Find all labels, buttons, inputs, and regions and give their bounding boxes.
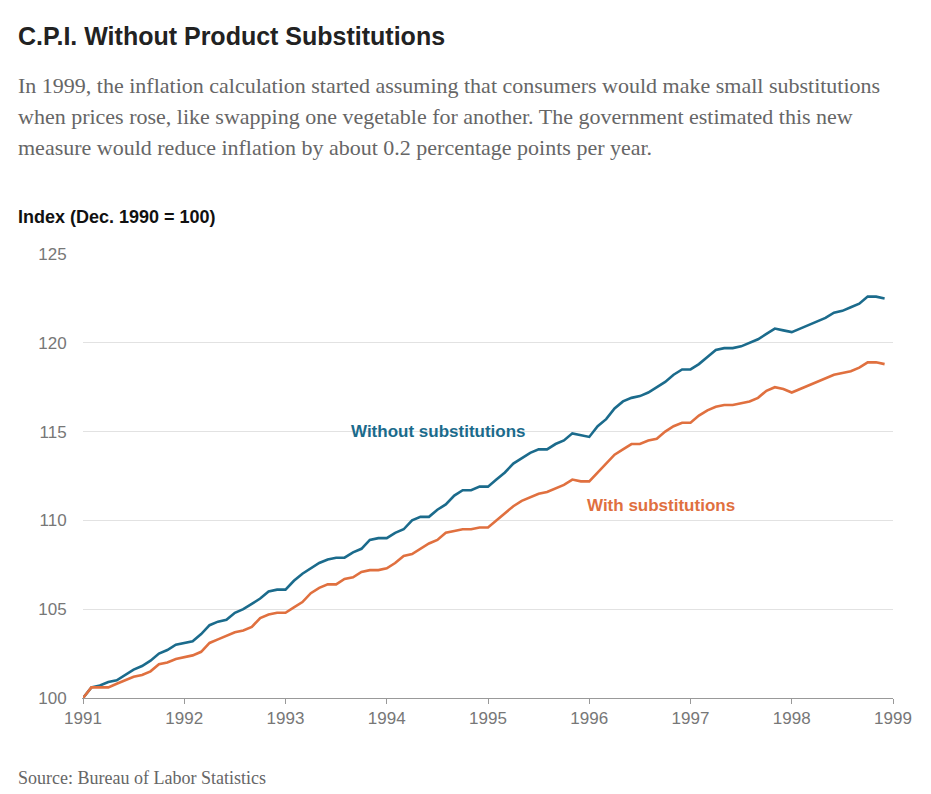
svg-text:Without substitutions: Without substitutions — [351, 422, 526, 441]
svg-text:1995: 1995 — [469, 709, 507, 728]
html-text:In 1999, the inflation calcula: In 1999, the inflation calculation start… — [18, 73, 881, 160]
svg-text:1993: 1993 — [267, 709, 305, 728]
svg-text:1996: 1996 — [570, 709, 608, 728]
html-text:Source: Bureau of Labor Statis: Source: Bureau of Labor Statistics — [18, 768, 266, 788]
svg-text:110: 110 — [39, 511, 66, 530]
svg-text:100: 100 — [38, 689, 66, 708]
html-text:Index (Dec. 1990 = 100): Index (Dec. 1990 = 100) — [18, 207, 216, 227]
svg-text:1994: 1994 — [368, 709, 406, 728]
svg-text:1991: 1991 — [64, 709, 102, 728]
svg-text:With substitutions: With substitutions — [587, 496, 735, 515]
svg-text:105: 105 — [38, 600, 66, 619]
svg-text:1997: 1997 — [672, 709, 710, 728]
svg-text:120: 120 — [38, 334, 66, 353]
svg-text:125: 125 — [38, 245, 66, 264]
svg-text:115: 115 — [39, 423, 66, 442]
html-text:C.P.I. Without Product Substit: C.P.I. Without Product Substitutions — [18, 22, 446, 50]
svg-text:1999: 1999 — [874, 709, 912, 728]
svg-text:1992: 1992 — [165, 709, 203, 728]
svg-text:1998: 1998 — [773, 709, 811, 728]
